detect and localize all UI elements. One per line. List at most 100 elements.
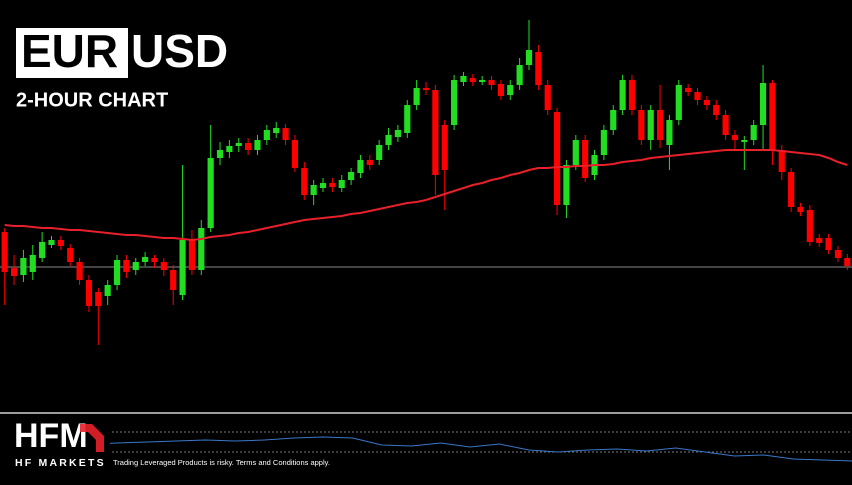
candle-body	[245, 143, 252, 150]
candle-body	[685, 88, 692, 92]
candle-body	[422, 88, 430, 90]
candle-body	[39, 242, 46, 258]
candle-body	[628, 80, 636, 110]
candle-body	[647, 110, 654, 140]
candle-body	[797, 207, 804, 212]
disclaimer: Trading Leveraged Products is risky. Ter…	[113, 458, 330, 467]
candle-body	[413, 88, 420, 105]
title-box	[16, 28, 128, 78]
candle-body	[497, 84, 504, 96]
candle-body	[441, 125, 448, 170]
candle-body	[675, 85, 682, 120]
candle-body	[731, 135, 739, 140]
candle-body	[76, 262, 83, 280]
candle-body	[488, 80, 495, 85]
candle-body	[788, 172, 795, 207]
candle-body	[759, 83, 767, 125]
candle-body	[516, 65, 523, 85]
candle-body	[329, 183, 336, 187]
candle-body	[29, 255, 36, 272]
candle-body	[160, 262, 167, 270]
candle-body	[282, 128, 289, 140]
candle-body	[479, 80, 486, 82]
candle-body	[216, 150, 224, 158]
candle-body	[722, 115, 729, 135]
candle-body	[132, 262, 139, 270]
candle-body	[254, 140, 261, 150]
candle-body	[142, 257, 149, 262]
candle-body	[703, 100, 710, 105]
candle-body	[385, 135, 392, 145]
candle-body	[20, 258, 27, 275]
candle-body	[170, 270, 177, 290]
candle-body	[310, 185, 317, 195]
logo: HFM	[14, 417, 88, 455]
candle-body	[319, 183, 327, 188]
candle-body	[10, 268, 18, 276]
candle-body	[95, 292, 102, 306]
candle-body	[535, 52, 542, 85]
brand: HF MARKETS	[15, 457, 106, 469]
candle-body	[638, 110, 645, 140]
candle-body	[507, 85, 514, 95]
candle-body	[600, 130, 607, 155]
candle-body	[806, 210, 813, 242]
candle-body	[226, 146, 233, 152]
candle-body	[104, 285, 111, 296]
candle-body	[778, 150, 785, 172]
candle-body	[582, 140, 589, 178]
candle-body	[769, 83, 776, 150]
candle-body	[113, 260, 121, 285]
candle-body	[825, 238, 832, 250]
candle-body	[1, 232, 8, 272]
candle-body	[741, 140, 748, 142]
moving-average-line	[4, 149, 848, 242]
candle-body	[48, 240, 55, 245]
indicator-line	[0, 436, 852, 462]
candle-body	[291, 140, 299, 168]
candle-body	[544, 85, 551, 110]
candle-body	[366, 160, 373, 165]
candle-body	[460, 76, 467, 82]
candle-body	[816, 238, 823, 243]
candle-body	[694, 92, 701, 100]
candle-body	[553, 112, 561, 205]
candle-body	[563, 165, 570, 205]
candle-body	[844, 258, 851, 266]
candle-body	[235, 143, 242, 146]
candle-body	[123, 260, 130, 272]
candle-body	[619, 80, 626, 110]
candle-body	[179, 240, 186, 295]
candle-body	[338, 180, 345, 188]
candle-body	[450, 80, 458, 125]
plot-area	[0, 20, 852, 345]
candle-body	[263, 130, 270, 140]
candle-body	[834, 250, 842, 258]
candle-body	[432, 90, 439, 175]
candle-body	[188, 240, 196, 270]
logo-accent	[80, 424, 104, 452]
title-quote: USD	[131, 25, 228, 77]
candle-body	[198, 228, 205, 270]
candle-body	[750, 125, 757, 140]
candle-body	[67, 248, 74, 262]
candle-body	[394, 130, 402, 137]
candle-body	[713, 105, 720, 115]
candle-body	[404, 105, 411, 133]
title-base: EUR	[21, 25, 118, 77]
candle-body	[357, 160, 364, 173]
subtitle: 2-HOUR CHART	[16, 89, 168, 111]
candle-body	[610, 110, 617, 130]
candle-body	[273, 128, 280, 133]
candle-body	[85, 280, 93, 306]
candle-body	[151, 258, 158, 262]
candle-body	[301, 168, 308, 195]
candle-body	[666, 120, 673, 145]
candle-body	[525, 50, 533, 65]
candle-body	[572, 140, 579, 165]
candle-body	[348, 172, 355, 180]
candle-body	[57, 240, 64, 246]
